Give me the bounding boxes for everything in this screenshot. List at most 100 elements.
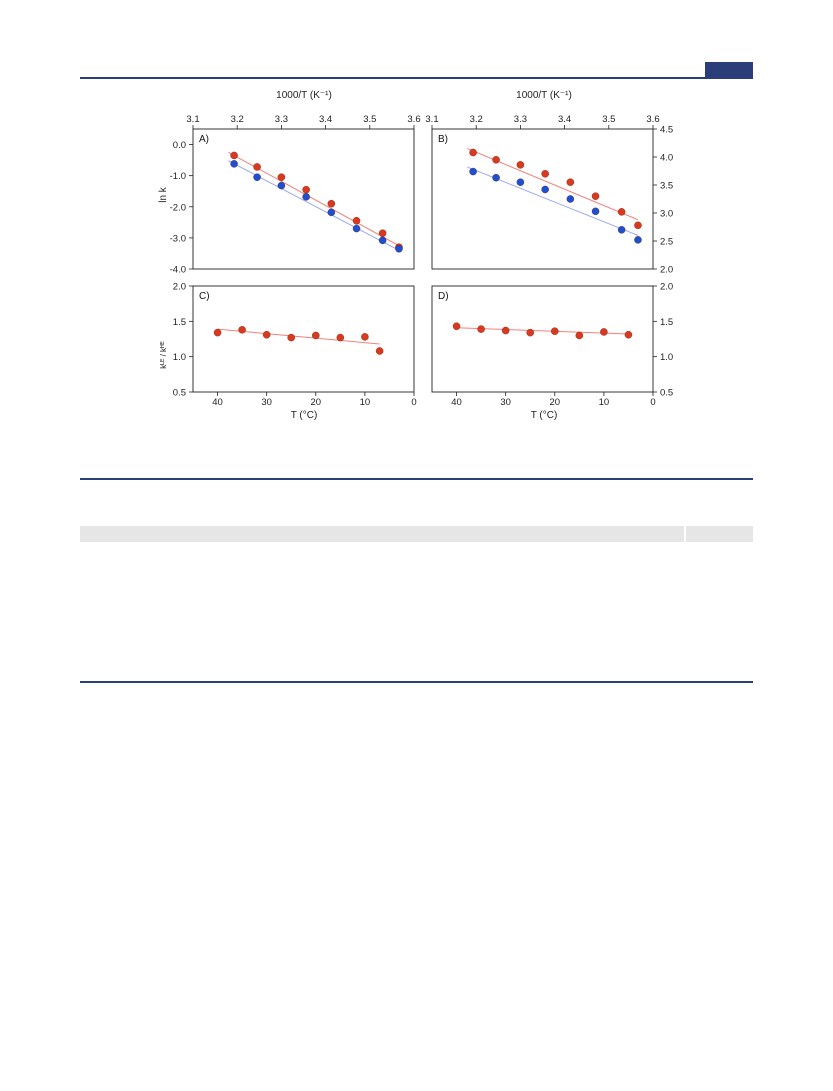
bottom-rule	[80, 681, 753, 683]
page-corner-tab	[705, 62, 753, 78]
data-point-blue-b	[516, 178, 525, 186]
panel-frame-a	[192, 128, 415, 270]
x-tick-label: 3.2	[231, 114, 244, 125]
x-tick-label: 3.5	[363, 114, 376, 125]
bottom-axis-label-c: T (°C)	[291, 410, 318, 421]
x-tick-label: 40	[212, 397, 223, 408]
data-point-red-b	[617, 208, 626, 216]
data-point-red-d	[600, 328, 608, 336]
x-tick-label: 30	[261, 397, 272, 408]
panel-frame-d	[431, 285, 654, 393]
data-point-red-c	[312, 331, 320, 340]
data-point-red-b	[469, 148, 477, 157]
mid-rule	[80, 478, 753, 480]
data-point-blue-b	[617, 226, 626, 234]
data-point-red-c	[213, 328, 222, 337]
panel-label-a: A)	[199, 134, 209, 145]
panel-frame-c	[192, 285, 415, 393]
table-header-band	[80, 526, 753, 542]
x-tick-label: 3.5	[602, 114, 615, 125]
x-tick-label: 3.1	[186, 114, 199, 125]
y-tick-label: 3.0	[660, 209, 673, 220]
data-point-blue-b	[469, 167, 477, 176]
x-tick-label: 3.1	[425, 114, 438, 125]
data-point-blue-a	[352, 224, 361, 233]
y-tick-label: 2.0	[173, 282, 186, 293]
data-point-red-c	[361, 333, 369, 341]
data-point-blue-b	[492, 173, 500, 182]
data-point-blue-b	[591, 207, 600, 216]
data-point-red-a	[230, 151, 238, 160]
data-point-red-d	[575, 331, 584, 340]
x-tick-label: 30	[500, 397, 511, 408]
data-point-blue-b	[566, 195, 575, 203]
data-point-blue-a	[253, 173, 261, 181]
data-point-red-a	[327, 199, 336, 208]
y-tick-label: 1.0	[173, 352, 186, 363]
panel-label-b: B)	[438, 134, 448, 145]
x-tick-label: 3.3	[275, 114, 288, 125]
data-point-blue-a	[395, 245, 403, 253]
data-point-red-c	[238, 326, 246, 334]
data-point-blue-a	[327, 208, 336, 217]
panel-frame-b	[431, 128, 654, 270]
data-point-red-d	[551, 327, 559, 335]
x-tick-label: 10	[599, 397, 610, 408]
y-tick-label: -4.0	[170, 265, 186, 276]
y-tick-label: -2.0	[170, 202, 186, 213]
data-point-blue-b	[541, 185, 549, 194]
x-tick-label: 3.6	[646, 114, 659, 125]
x-tick-label: 40	[451, 397, 462, 408]
y-tick-label: -1.0	[170, 171, 186, 182]
y-tick-label: 4.5	[660, 125, 673, 136]
data-point-red-c	[375, 347, 384, 355]
table-header-divider	[684, 526, 686, 542]
x-tick-label: 3.4	[319, 114, 332, 125]
x-tick-label: 3.4	[558, 114, 571, 125]
x-tick-label: 10	[360, 397, 371, 408]
y-tick-label: 1.5	[660, 317, 673, 328]
y-tick-label: 1.0	[660, 352, 673, 363]
y-tick-label: 2.5	[660, 237, 673, 248]
data-point-blue-b	[634, 236, 642, 244]
y-tick-label: 4.0	[660, 153, 673, 164]
y-label-lnk: ln k	[158, 186, 169, 203]
data-point-red-d	[624, 331, 633, 339]
x-tick-label: 0	[411, 397, 416, 408]
data-point-red-d	[452, 322, 461, 331]
data-point-red-c	[287, 333, 295, 342]
y-tick-label: 0.0	[173, 140, 186, 151]
y-label-ratio: kᴸᴱ / kᴴᴱ	[159, 341, 168, 369]
data-point-red-b	[634, 221, 642, 230]
fit-line-red-d	[456, 327, 629, 335]
data-point-red-b	[492, 156, 500, 164]
data-point-red-a	[378, 229, 387, 237]
bottom-axis-label-d: T (°C)	[531, 410, 558, 421]
panel-label-c: C)	[199, 291, 210, 302]
data-point-blue-a	[302, 193, 310, 201]
y-tick-label: 0.5	[660, 388, 673, 399]
top-rule	[80, 77, 753, 79]
data-point-red-b	[566, 178, 575, 186]
data-point-red-a	[277, 173, 286, 181]
top-axis-label-b: 1000/T (K⁻¹)	[516, 90, 572, 101]
x-tick-label: 3.2	[470, 114, 483, 125]
y-tick-label: 0.5	[173, 388, 186, 399]
data-point-red-a	[253, 163, 261, 171]
data-point-red-d	[526, 328, 534, 337]
data-point-blue-a	[378, 236, 387, 245]
x-tick-label: 0	[650, 397, 655, 408]
y-tick-label: 1.5	[173, 317, 186, 328]
kinetics-figure: 1000/T (K⁻¹) 1000/T (K⁻¹) T (°C) T (°C) …	[150, 85, 680, 430]
y-tick-label: 3.5	[660, 181, 673, 192]
y-tick-label: 2.0	[660, 265, 673, 276]
x-tick-label: 3.3	[514, 114, 527, 125]
y-tick-label: -3.0	[170, 233, 186, 244]
data-point-red-b	[591, 192, 600, 200]
top-axis-label-a: 1000/T (K⁻¹)	[276, 90, 332, 101]
figure-svg: 1000/T (K⁻¹) 1000/T (K⁻¹) T (°C) T (°C) …	[158, 90, 673, 421]
x-tick-label: 20	[310, 397, 321, 408]
data-point-red-d	[477, 325, 485, 333]
data-point-red-c	[336, 333, 345, 342]
y-tick-label: 2.0	[660, 282, 673, 293]
